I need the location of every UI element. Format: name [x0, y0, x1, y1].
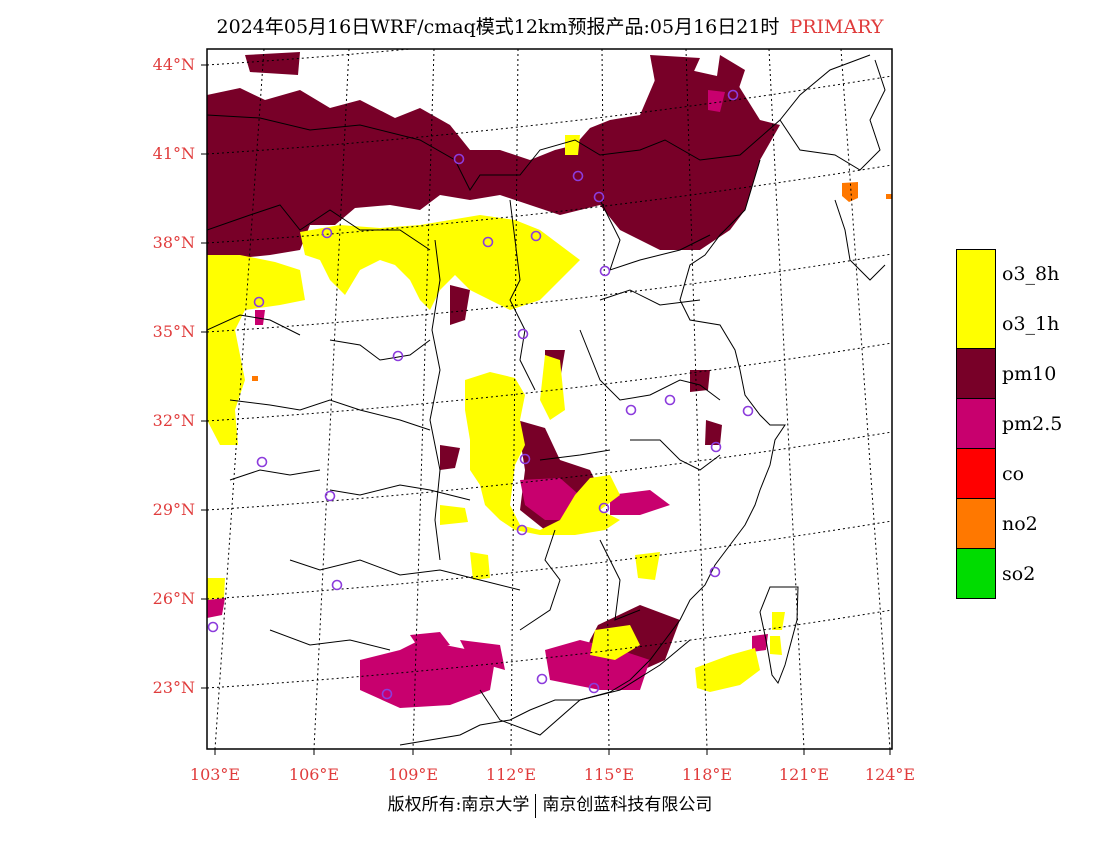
station-marker	[381, 688, 393, 700]
lon-tick-label: 106°E	[288, 765, 340, 784]
copyright-footer: 版权所有:南京大学 南京创蓝科技有限公司	[0, 790, 1100, 818]
coastline	[399, 159, 786, 746]
station-marker	[482, 236, 494, 248]
copyright-left: 版权所有:南京大学	[387, 795, 530, 815]
station-marker	[530, 230, 542, 242]
station-marker	[664, 394, 676, 406]
legend-item: no2	[956, 499, 1076, 549]
station-marker	[625, 404, 637, 416]
station-marker	[392, 350, 404, 362]
station-marker	[588, 682, 600, 694]
station-marker	[516, 524, 528, 536]
station-marker	[207, 621, 219, 633]
legend-swatch	[956, 499, 996, 549]
station-marker	[331, 579, 343, 591]
station-marker	[599, 265, 611, 277]
station-marker	[709, 566, 721, 578]
lon-tick-label: 121°E	[778, 765, 830, 784]
station-marker	[727, 89, 739, 101]
northeast-coast	[779, 59, 886, 281]
legend-item: o3_1h	[956, 299, 1076, 349]
lat-tick-label: 26°N	[152, 589, 195, 608]
legend-item: pm2.5	[956, 399, 1076, 449]
lat-tick-label: 32°N	[152, 411, 195, 430]
lat-tick-label: 23°N	[152, 678, 195, 697]
lon-tick-label: 112°E	[485, 765, 537, 784]
legend: o3_8h o3_1h pm10 pm2.5 co no2 so2	[956, 249, 1076, 599]
no2-field	[252, 182, 892, 381]
province-boundaries	[207, 54, 871, 736]
station-marker	[593, 191, 605, 203]
lon-tick-label: 115°E	[583, 765, 635, 784]
station-marker	[572, 170, 584, 182]
monitoring-stations	[207, 89, 754, 700]
station-marker	[256, 456, 268, 468]
legend-label: co	[1002, 463, 1025, 485]
station-marker	[598, 502, 610, 514]
lat-tick-label: 44°N	[152, 55, 195, 74]
lon-tick-label: 109°E	[387, 765, 439, 784]
legend-item: co	[956, 449, 1076, 499]
map-title: 2024年05月16日WRF/cmaq模式12km预报产品:05月16日21时 P…	[0, 12, 1100, 39]
station-marker	[710, 441, 722, 453]
lon-tick-label: 118°E	[681, 765, 733, 784]
station-marker	[742, 405, 754, 417]
graticule	[207, 49, 892, 749]
station-marker	[536, 673, 548, 685]
legend-item: pm10	[956, 349, 1076, 399]
map-frame	[206, 48, 893, 750]
legend-label: pm10	[1002, 363, 1057, 385]
primary-tag: PRIMARY	[789, 16, 884, 38]
axis-ticks	[201, 64, 891, 755]
station-marker	[517, 328, 529, 340]
legend-swatch	[956, 399, 996, 449]
legend-swatch	[956, 549, 996, 599]
station-marker	[453, 153, 465, 165]
legend-swatch	[956, 299, 996, 349]
station-marker	[324, 490, 336, 502]
station-marker	[253, 296, 265, 308]
legend-label: no2	[1002, 513, 1038, 535]
title-text: 2024年05月16日WRF/cmaq模式12km预报产品:05月16日21时	[216, 16, 780, 38]
lat-tick-label: 29°N	[152, 500, 195, 519]
o3-field	[207, 135, 785, 692]
station-marker	[519, 453, 531, 465]
legend-label: o3_1h	[1002, 313, 1060, 335]
legend-item: o3_8h	[956, 249, 1076, 300]
lon-tick-label: 124°E	[864, 765, 916, 784]
taiwan-outline	[759, 586, 799, 685]
station-marker	[321, 227, 333, 239]
copyright-right: 南京创蓝科技有限公司	[542, 795, 713, 815]
legend-label: so2	[1002, 563, 1036, 585]
legend-swatch	[956, 449, 996, 499]
lat-tick-label: 38°N	[152, 233, 195, 252]
legend-swatch	[956, 349, 996, 399]
lat-tick-label: 35°N	[152, 322, 195, 341]
lat-tick-label: 41°N	[152, 144, 195, 163]
legend-label: o3_8h	[1002, 263, 1060, 285]
legend-label: pm2.5	[1002, 413, 1063, 435]
legend-item: so2	[956, 549, 1076, 599]
pm25-field	[207, 90, 768, 708]
pm10-field	[207, 52, 780, 680]
copyright-separator	[535, 793, 537, 818]
legend-swatch	[956, 249, 996, 300]
lon-tick-label: 103°E	[189, 765, 241, 784]
